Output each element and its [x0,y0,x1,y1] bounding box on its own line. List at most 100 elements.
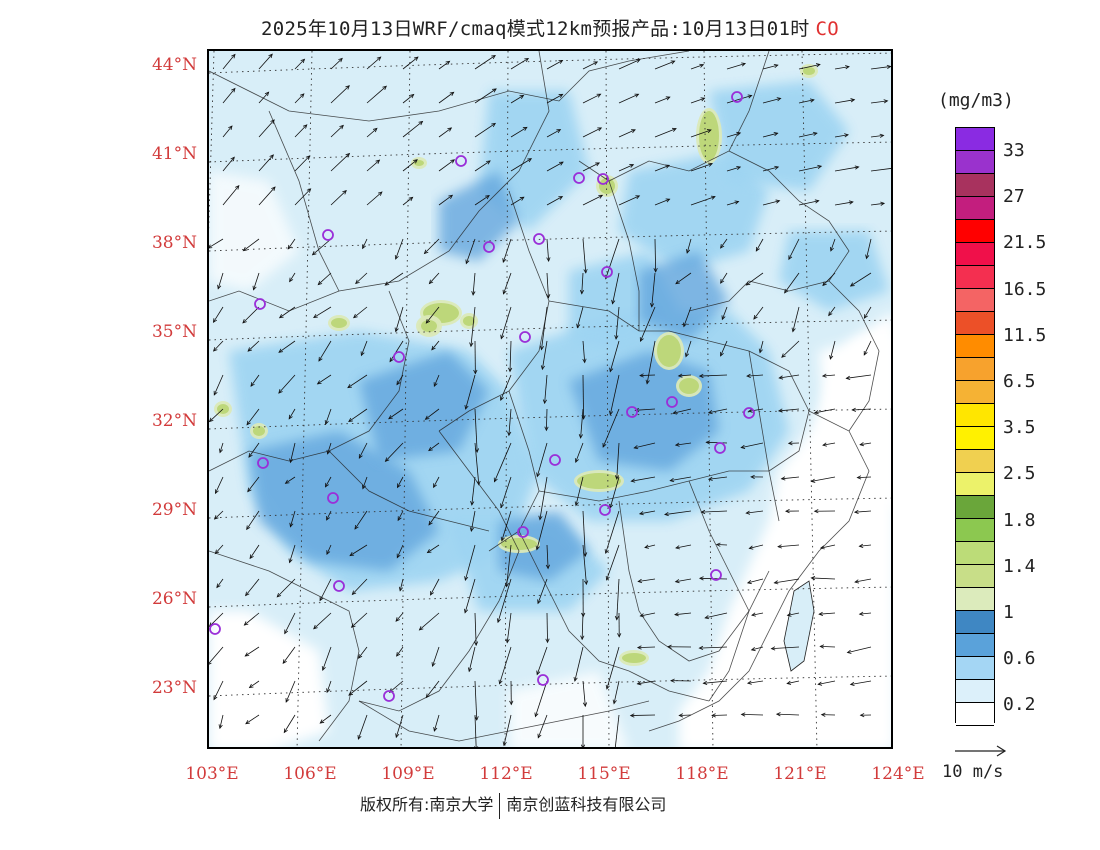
wind-arrow [638,510,656,516]
wind-arrow [858,543,872,548]
wind-arrow [430,578,440,596]
wind-arrow [348,680,368,696]
wind-arrow [745,510,764,515]
wind-arrow [318,340,332,362]
wind-arrow [474,195,490,206]
legend-swatch [956,450,994,473]
wind-arrow [677,373,692,378]
wind-arrow [433,714,440,732]
wind-arrow [366,56,382,70]
wind-arrow [574,442,584,464]
legend-swatch [956,197,994,220]
wind-arrow [294,155,311,172]
legend-label: 16.5 [1003,278,1047,300]
wind-arrow [313,306,332,319]
wind-arrow [817,680,836,686]
wind-arrow [755,238,764,252]
wind-arrow [242,306,260,324]
wind-arrow [213,374,224,396]
wind-arrow [675,544,692,550]
wind-arrow [467,646,476,673]
wind-arrow [243,612,260,626]
wind-arrow [546,238,551,262]
wind-arrow [614,306,620,340]
city-stations [209,91,755,702]
station-marker [519,331,531,343]
wind-arrow [258,119,275,138]
wind-arrow [536,646,548,676]
wind-arrow [222,53,236,70]
wind-arrow [746,680,764,685]
wind-arrow [834,98,856,104]
wind-arrow [509,680,514,706]
wind-arrow [209,408,224,423]
wind-arrow [582,61,599,70]
wind-arrow [283,714,296,734]
wind-arrow [740,712,764,717]
wind-arrow [366,85,387,104]
wind-arrow [474,442,481,486]
wind-arrow [849,272,872,287]
wind-arrow [213,510,224,520]
wind-arrow [579,272,585,295]
wind-arrow [834,133,849,138]
wind-arrow [664,510,692,517]
wind-arrow [538,476,548,521]
wind-arrow [214,476,224,495]
wind-arrow [287,238,296,250]
species-label: CO [815,18,840,40]
wind-arrow [351,578,368,596]
legend-label: 11.5 [1003,324,1047,346]
wind-arrow [750,646,764,652]
wind-arrow [654,127,677,138]
wind-arrow [856,475,872,480]
wind-arrow [395,714,404,739]
legend-swatch [956,496,994,519]
wind-arrow [510,94,525,104]
wind-arrow [282,646,296,665]
station-marker [383,690,395,702]
wind-arrow [674,578,692,584]
station-marker [710,569,722,581]
wind-arrow [678,713,692,718]
wind-arrow [396,646,404,657]
wind-arrow [821,373,836,378]
wind-arrow [317,272,332,286]
wind-arrow [798,164,823,172]
wind-arrow [798,63,821,70]
lon-label: 103°E [185,764,239,784]
wind-arrow [822,272,836,287]
legend-swatch [956,519,994,542]
wind-arrow [690,97,706,104]
wind-arrow [247,340,260,352]
wind-arrow [612,680,620,705]
lon-label: 112°E [479,764,533,784]
legend-swatch [956,680,994,703]
legend-swatch [956,174,994,197]
legend-label: 1.4 [1003,555,1036,577]
wind-arrow [470,476,476,506]
wind-arrow [720,340,728,357]
legend-swatch [956,588,994,611]
wind-arrow [498,646,512,685]
wind-arrow [428,510,440,526]
lat-label: 32°N [151,411,197,431]
wind-arrow [258,154,274,172]
wind-arrow [870,99,889,104]
wind-arrow [667,644,692,649]
wind-arrow [643,748,655,749]
wind-arrow [222,184,240,206]
legend-swatch [956,542,994,565]
station-marker [254,298,266,310]
wind-arrow [834,65,850,70]
wind-arrow [219,442,224,454]
wind-arrow [726,200,740,206]
wind-arrow [247,476,260,493]
copyright-footer: 版权所有:南京大学 南京创蓝科技有限公司 [360,791,666,819]
station-marker [517,526,529,538]
wind-arrow [325,476,332,488]
wind-arrow [402,56,419,70]
wind-arrow [788,238,800,261]
wind-arrow [505,612,512,644]
wind-arrow [402,120,424,138]
